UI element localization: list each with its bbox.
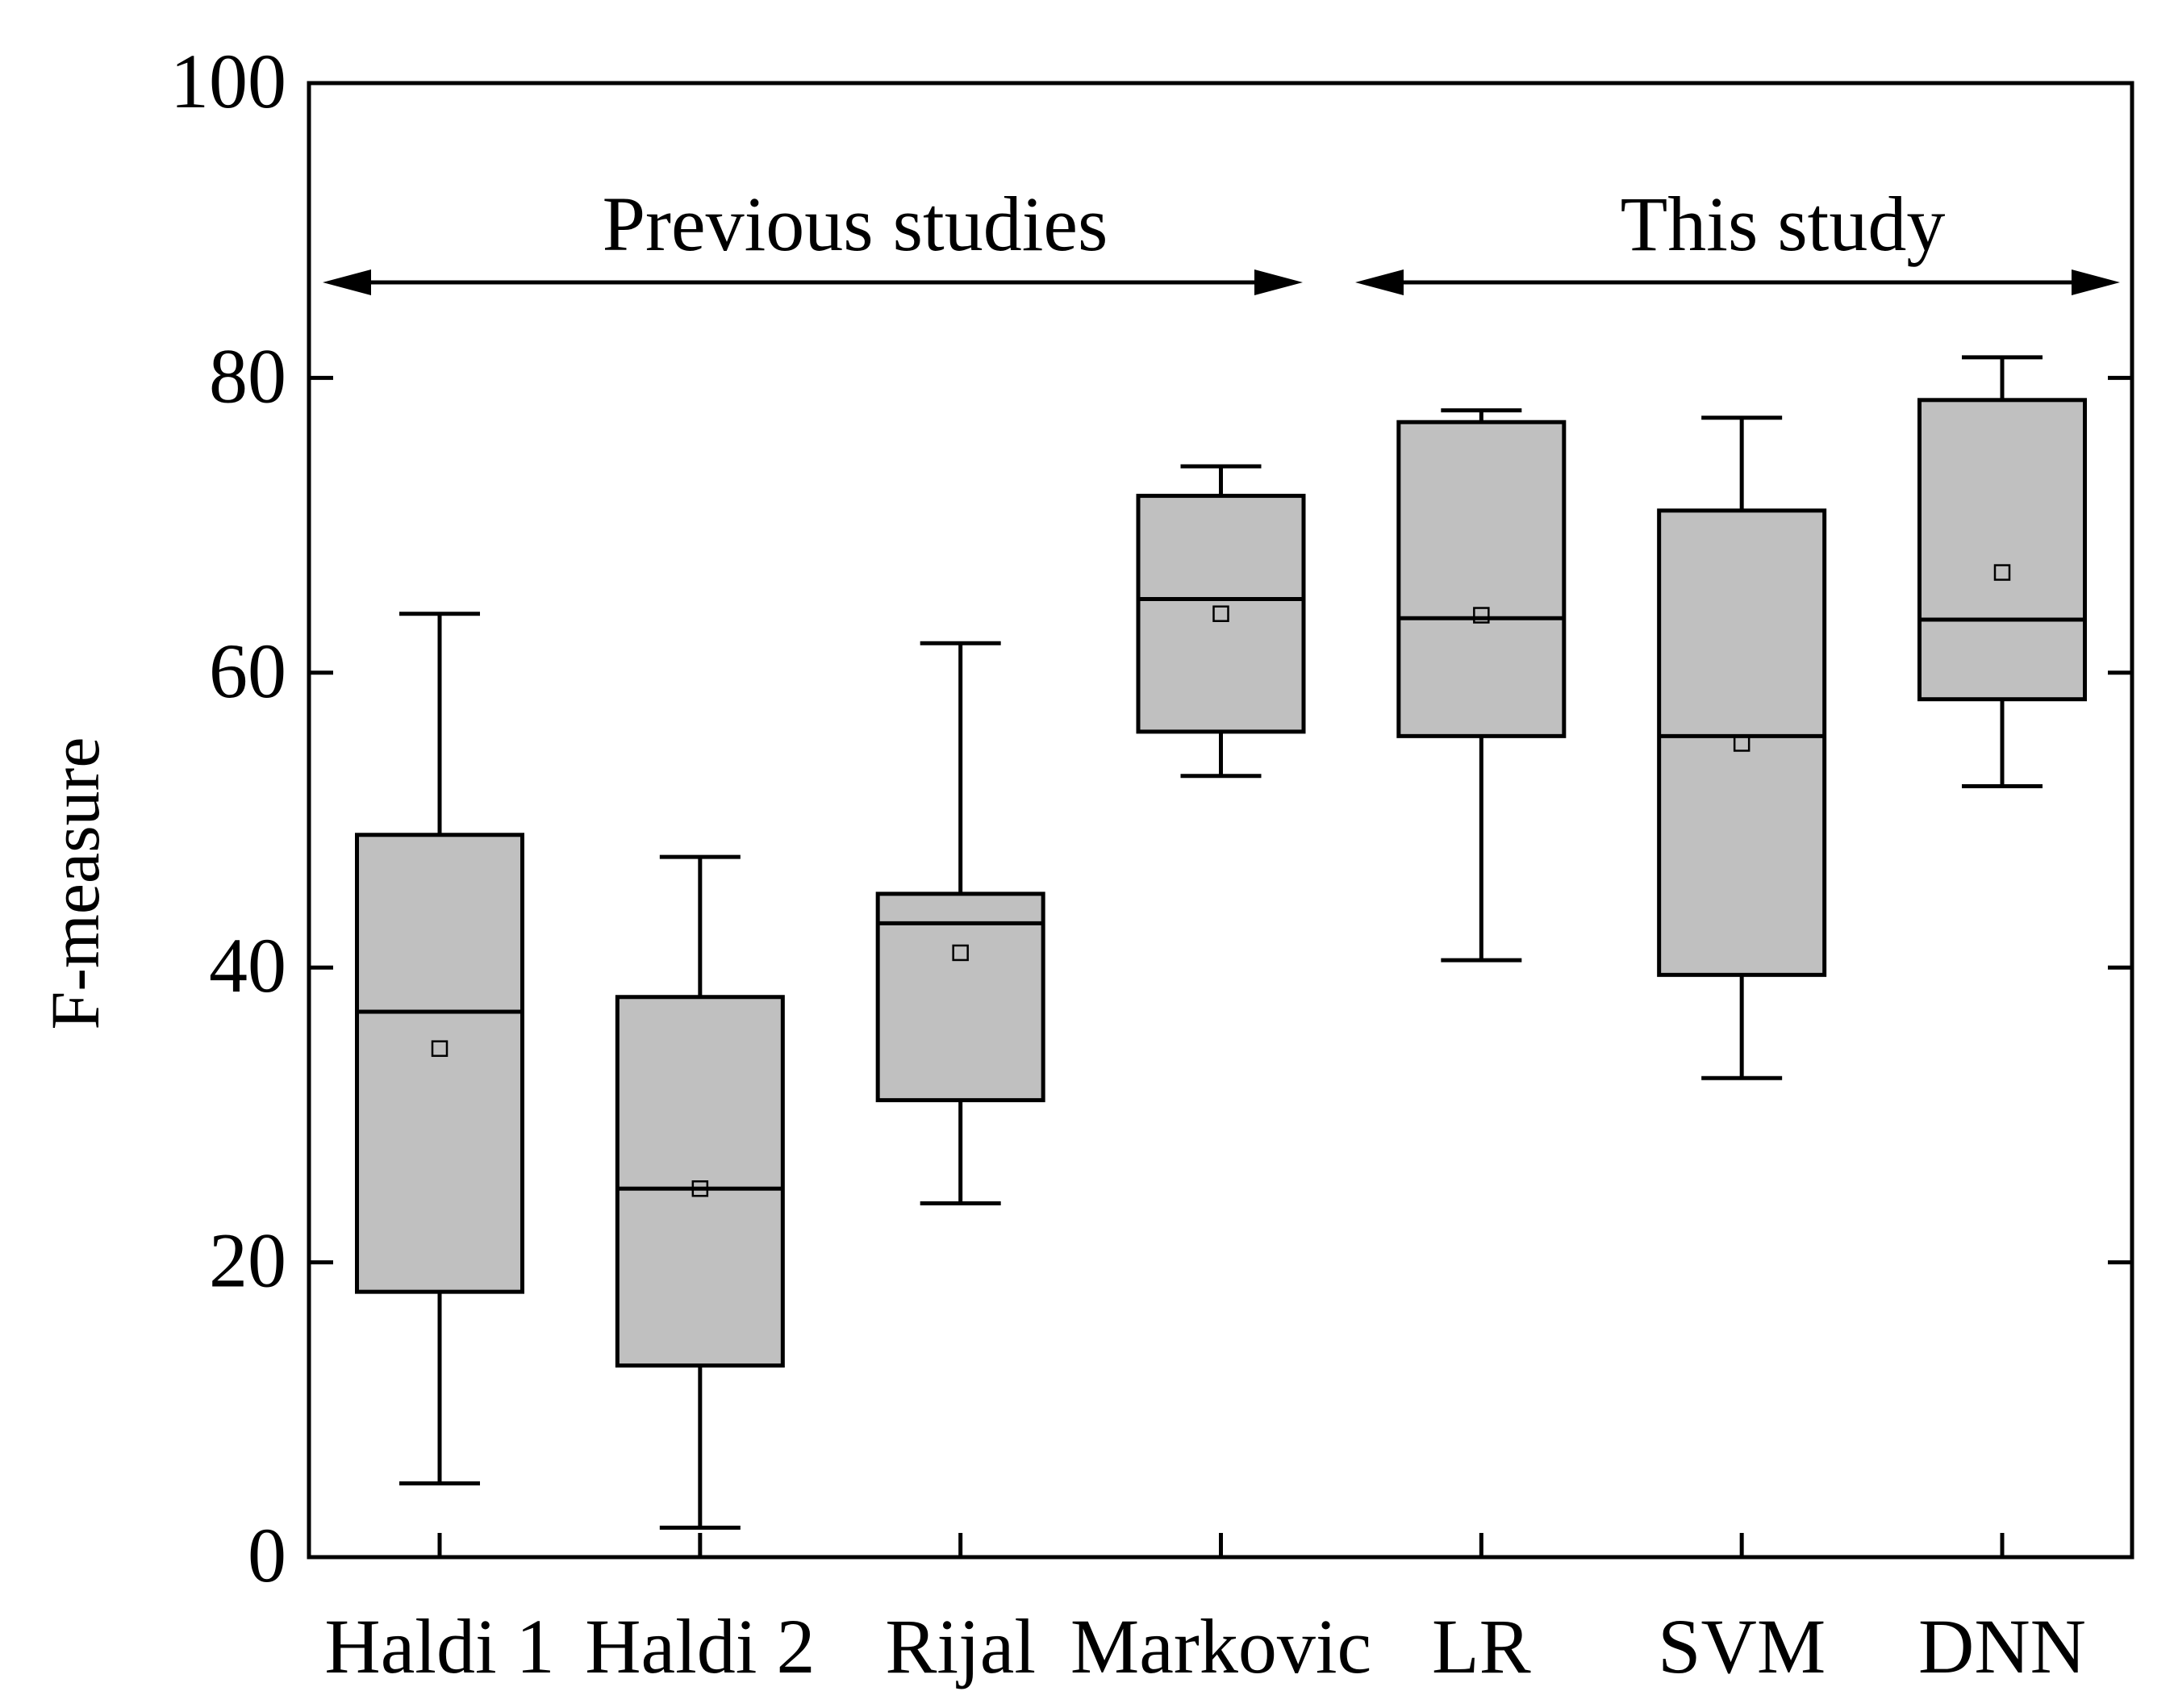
y-tick-label-20: 20 bbox=[209, 1217, 286, 1304]
mean-marker-svm bbox=[1733, 735, 1750, 752]
x-tick-label-svm: SVM bbox=[1658, 1603, 1826, 1689]
arrow-this-study-head-left bbox=[1355, 269, 1404, 295]
mean-marker-markovic bbox=[1212, 605, 1229, 622]
box-svm bbox=[1657, 508, 1827, 977]
box-dnn bbox=[1917, 398, 2087, 702]
arrow-previous-studies-head-right bbox=[1254, 269, 1303, 295]
y-tick-label-40: 40 bbox=[209, 922, 286, 1009]
box-rijal bbox=[875, 892, 1045, 1103]
y-tick-label-0: 0 bbox=[248, 1512, 286, 1598]
mean-marker-haldi-2 bbox=[691, 1180, 709, 1197]
x-tick-label-lr: LR bbox=[1432, 1603, 1531, 1689]
plot-frame bbox=[307, 81, 2134, 1560]
arrow-previous-studies-head-left bbox=[323, 269, 371, 295]
mean-marker-dnn bbox=[1993, 564, 2011, 581]
plot-area: 0 20 40 60 80 100 Haldi 1 Haldi 2 Rijal Markovic L… bbox=[170, 38, 2134, 1689]
y-tick-label-100: 100 bbox=[170, 38, 286, 124]
annotation-this-study: This study bbox=[1621, 181, 1946, 267]
mean-marker-lr bbox=[1473, 607, 1490, 624]
x-tick-label-rijal: Rijal bbox=[885, 1603, 1036, 1689]
x-tick-label-dnn: DNN bbox=[1918, 1603, 2086, 1689]
x-tick-label-haldi-1: Haldi 1 bbox=[324, 1603, 554, 1689]
arrow-this-study-head-right bbox=[2072, 269, 2120, 295]
box-markovic bbox=[1136, 494, 1306, 734]
y-tick-label-80: 80 bbox=[209, 332, 286, 419]
box-haldi-1 bbox=[355, 833, 524, 1294]
x-tick-label-haldi-2: Haldi 2 bbox=[585, 1603, 815, 1689]
y-axis-label: F-measure bbox=[36, 737, 114, 1030]
y-tick-label-60: 60 bbox=[209, 628, 286, 714]
box-lr bbox=[1396, 420, 1567, 738]
annotation-previous-studies: Previous studies bbox=[603, 181, 1108, 267]
mean-marker-haldi-1 bbox=[431, 1040, 449, 1057]
mean-marker-rijal bbox=[952, 944, 969, 962]
x-tick-label-markovic: Markovic bbox=[1070, 1603, 1371, 1689]
